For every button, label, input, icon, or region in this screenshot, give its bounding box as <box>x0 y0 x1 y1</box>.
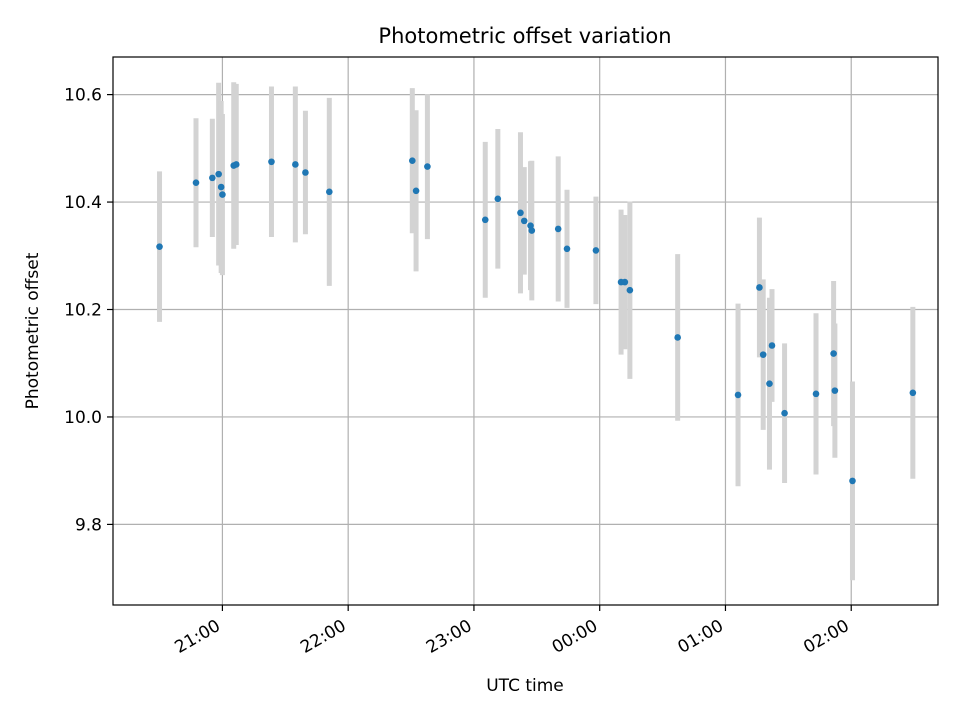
data-point <box>528 227 536 234</box>
y-tick-label: 10.2 <box>64 301 102 321</box>
data-point <box>831 387 839 394</box>
data-point <box>209 174 216 182</box>
data-point <box>215 170 222 178</box>
data-point <box>768 342 776 349</box>
y-tick-label: 10.0 <box>64 408 102 428</box>
data-point <box>759 351 767 358</box>
data-point <box>412 187 420 195</box>
data-point <box>217 183 225 191</box>
data-point <box>409 157 416 164</box>
data-point <box>563 245 571 253</box>
data-point <box>781 409 788 417</box>
data-point <box>554 225 562 233</box>
data-point <box>156 243 163 250</box>
data-point <box>520 217 528 225</box>
data-point <box>830 350 837 357</box>
data-point <box>481 216 489 224</box>
y-tick-label: 10.6 <box>64 86 102 106</box>
plot-area-background <box>113 57 938 605</box>
data-point <box>268 158 275 166</box>
data-points <box>156 157 917 485</box>
y-tick-label: 9.8 <box>75 515 102 535</box>
data-point <box>232 161 240 168</box>
data-point <box>219 191 226 198</box>
data-point <box>192 179 200 187</box>
y-tick-label: 10.4 <box>64 193 102 213</box>
data-point <box>424 163 431 170</box>
y-axis-title: Photometric offset <box>23 252 43 409</box>
x-axis-title: UTC time <box>486 676 564 696</box>
data-point <box>766 380 773 387</box>
data-point <box>292 161 299 168</box>
data-point <box>849 477 856 485</box>
data-point <box>494 195 502 203</box>
data-point <box>626 286 634 294</box>
data-point <box>326 188 333 196</box>
data-point <box>812 390 820 398</box>
data-point <box>517 209 524 217</box>
data-point <box>592 247 600 254</box>
data-point <box>674 334 681 341</box>
data-point <box>734 391 742 399</box>
gridlines <box>113 57 938 605</box>
data-point <box>302 169 309 176</box>
plot-frame <box>112 56 939 606</box>
data-point <box>756 284 763 291</box>
chart-title: Photometric offset variation <box>378 24 671 48</box>
data-point <box>909 389 917 397</box>
data-point <box>621 278 629 286</box>
